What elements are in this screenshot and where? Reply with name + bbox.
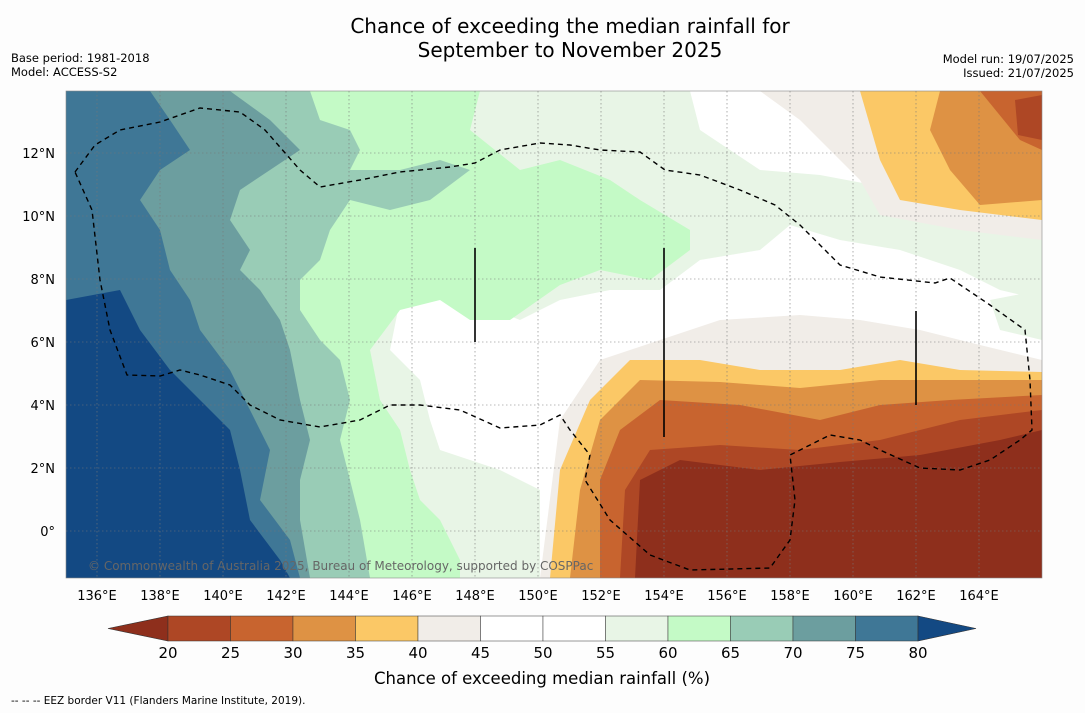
lon-tick-label: 136°E xyxy=(77,589,117,604)
colorbar-segment xyxy=(542,615,606,642)
colorbar-segment xyxy=(605,615,669,642)
eez-legend-note: -- -- -- EEZ border V11 (Flanders Marine… xyxy=(11,695,306,707)
lon-tick-label: 152°E xyxy=(581,589,621,604)
issued-date: Issued: 21/07/2025 xyxy=(963,66,1074,80)
title-line-2: September to November 2025 xyxy=(417,38,723,62)
lat-tick-label: 0° xyxy=(40,525,55,540)
colorbar-segment xyxy=(417,615,481,642)
eez-border xyxy=(74,107,1033,571)
map-frame xyxy=(65,90,1043,579)
colorbar-segment xyxy=(855,615,919,642)
rainfall-field xyxy=(66,91,1042,578)
colorbar-tick-label: 30 xyxy=(283,644,302,662)
colorbar-tick-labels: 20 25 30 35 40 45 50 55 60 65 70 75 80 xyxy=(158,644,927,662)
lon-tick-label: 164°E xyxy=(959,589,999,604)
colorbar-segment xyxy=(167,615,231,642)
graticule xyxy=(66,91,1042,578)
lon-tick-label: 142°E xyxy=(266,589,306,604)
lat-tick-label: 8°N xyxy=(31,273,56,288)
lon-tick-label: 140°E xyxy=(203,589,243,604)
lon-tick-label: 160°E xyxy=(833,589,873,604)
eez-markers xyxy=(474,248,917,437)
colorbar-tick-label: 60 xyxy=(658,644,677,662)
colorbar-segment xyxy=(230,615,294,642)
colorbar-tick-label: 25 xyxy=(221,644,240,662)
title-line-1: Chance of exceeding the median rainfall … xyxy=(350,14,790,38)
lat-tick-label: 10°N xyxy=(22,210,55,225)
colorbar-segment xyxy=(730,615,794,642)
field-under-20-northeast xyxy=(1015,95,1042,140)
map-title: Chance of exceeding the median rainfall … xyxy=(270,14,870,62)
lon-tick-label: 154°E xyxy=(644,589,684,604)
colorbar xyxy=(107,615,977,642)
lon-tick-label: 144°E xyxy=(329,589,369,604)
meta-right: Model run: 19/07/2025 Issued: 21/07/2025 xyxy=(943,52,1074,80)
lat-tick-label: 4°N xyxy=(31,399,56,414)
colorbar-extend-high xyxy=(917,615,977,642)
colorbar-extend-low xyxy=(107,615,169,642)
longitude-tick-labels: 136°E 138°E 140°E 142°E 144°E 146°E 148°E 150°E… xyxy=(77,589,999,604)
lon-tick-label: 156°E xyxy=(707,589,747,604)
colorbar-segment xyxy=(480,615,544,642)
field-over-80 xyxy=(66,290,290,578)
colorbar-title: Chance of exceeding median rainfall (%) xyxy=(374,669,710,688)
colorbar-tick-label: 40 xyxy=(408,644,427,662)
lon-tick-label: 150°E xyxy=(518,589,558,604)
lon-tick-label: 138°E xyxy=(140,589,180,604)
colorbar-segment xyxy=(667,615,731,642)
meta-left: Base period: 1981-2018 Model: ACCESS-S2 xyxy=(11,51,150,79)
colorbar-tick-label: 75 xyxy=(846,644,865,662)
field-55-60-east xyxy=(990,290,1042,340)
copyright-credit: © Commonwealth of Australia 2025, Bureau… xyxy=(88,559,593,573)
base-period: Base period: 1981-2018 xyxy=(11,51,150,65)
lat-tick-label: 2°N xyxy=(31,462,56,477)
colorbar-tick-label: 55 xyxy=(596,644,615,662)
colorbar-tick-label: 50 xyxy=(533,644,552,662)
colorbar-tick-label: 65 xyxy=(721,644,740,662)
colorbar-segment xyxy=(792,615,856,642)
model-run: Model run: 19/07/2025 xyxy=(942,52,1074,66)
lat-tick-label: 12°N xyxy=(22,147,55,162)
colorbar-tick-label: 35 xyxy=(346,644,365,662)
colorbar-segment xyxy=(292,615,356,642)
colorbar-segment xyxy=(355,615,419,642)
lat-tick-label: 6°N xyxy=(31,336,56,351)
lon-tick-label: 146°E xyxy=(392,589,432,604)
field-under-20-south xyxy=(635,430,1042,578)
latitude-tick-labels: 0° 2°N 4°N 6°N 8°N 10°N 12°N xyxy=(22,147,55,540)
model-name: Model: ACCESS-S2 xyxy=(11,65,118,79)
colorbar-tick-label: 80 xyxy=(908,644,927,662)
lon-tick-label: 158°E xyxy=(770,589,810,604)
colorbar-tick-label: 45 xyxy=(471,644,490,662)
lon-tick-label: 148°E xyxy=(455,589,495,604)
lon-tick-label: 162°E xyxy=(896,589,936,604)
colorbar-tick-label: 20 xyxy=(158,644,177,662)
colorbar-tick-label: 70 xyxy=(783,644,802,662)
